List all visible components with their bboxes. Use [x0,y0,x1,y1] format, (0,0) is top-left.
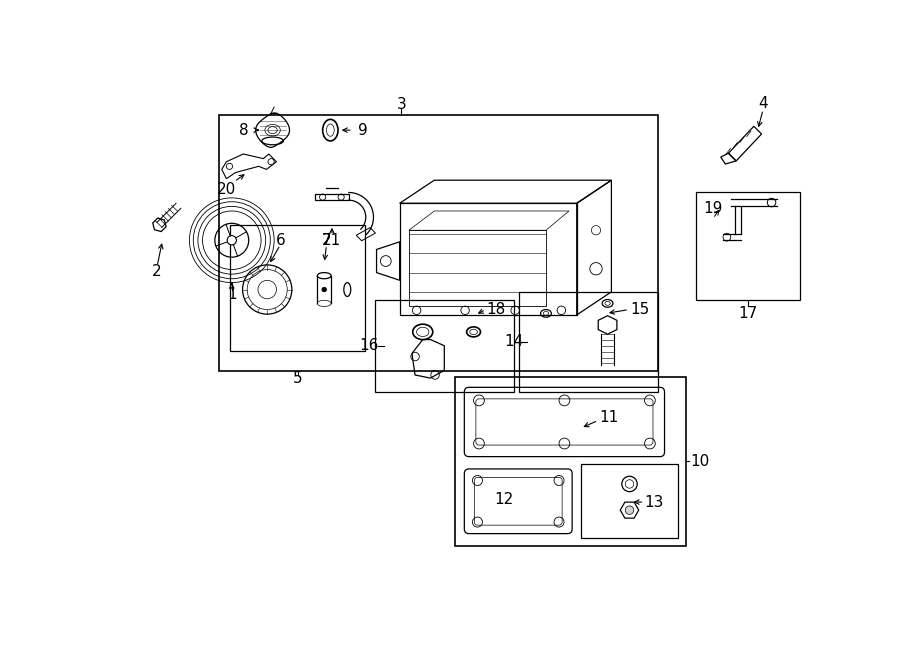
Text: 6: 6 [275,233,285,248]
Text: 15: 15 [630,302,650,317]
Text: 16: 16 [359,338,379,353]
Circle shape [322,288,327,292]
Text: 20: 20 [217,182,236,197]
Circle shape [626,506,634,514]
Text: 7: 7 [321,233,331,248]
Text: 19: 19 [704,201,723,216]
Text: 18: 18 [486,302,506,317]
Circle shape [227,235,237,245]
Text: 17: 17 [738,306,758,321]
Text: 8: 8 [239,123,249,137]
Text: 9: 9 [358,123,367,137]
Text: 5: 5 [293,371,302,386]
Text: 1: 1 [227,287,237,301]
Text: 2: 2 [152,264,162,278]
Text: 13: 13 [644,494,663,510]
Text: 4: 4 [759,96,768,110]
Text: 14: 14 [504,334,523,350]
Text: 21: 21 [322,233,341,248]
Text: 11: 11 [599,410,618,425]
Circle shape [723,233,731,241]
Text: 3: 3 [396,97,406,112]
Text: 12: 12 [494,492,513,507]
Text: 10: 10 [690,453,709,469]
